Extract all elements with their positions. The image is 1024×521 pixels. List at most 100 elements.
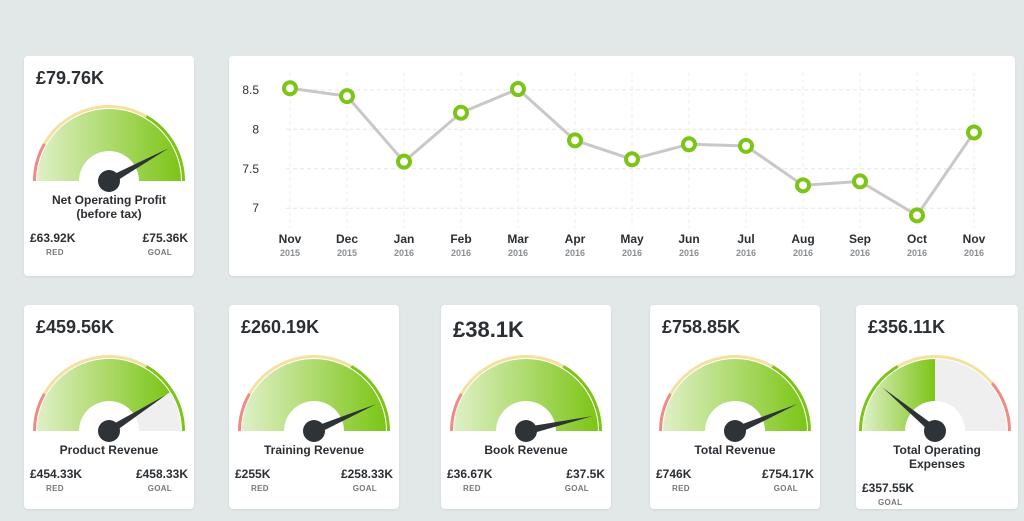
x-tick-year: 2016 bbox=[907, 248, 927, 258]
gauge-rim-green bbox=[145, 115, 185, 181]
gauge-title-line: Product Revenue bbox=[59, 443, 159, 457]
gauge-title: Training Revenue bbox=[229, 443, 399, 457]
gauge-needle bbox=[525, 416, 593, 435]
line-chart-card: 8.5 8 7.5 7 Nov 2015 Dec 2015 Jan 2016 Feb 2016 Mar 2… bbox=[229, 56, 1015, 276]
gauge-fill bbox=[863, 359, 935, 431]
x-tick-month: Dec bbox=[336, 232, 358, 246]
data-point[interactable] bbox=[567, 132, 583, 149]
red-threshold-caption: RED bbox=[46, 484, 64, 493]
gauge-rim-green bbox=[771, 365, 811, 431]
x-tick-month: Nov bbox=[279, 232, 302, 246]
gauge-hub bbox=[303, 420, 325, 442]
data-point[interactable] bbox=[624, 151, 640, 168]
gauge-hub bbox=[98, 420, 120, 442]
gauge-rim-red bbox=[990, 382, 1011, 431]
gauge-hub bbox=[98, 170, 120, 192]
x-tick-year: 2016 bbox=[736, 248, 756, 258]
goal-threshold-caption: GOAL bbox=[564, 484, 589, 493]
data-point[interactable] bbox=[339, 88, 355, 105]
x-tick-month: Sep bbox=[849, 232, 871, 246]
x-tick-year: 2016 bbox=[679, 248, 699, 258]
data-point[interactable] bbox=[510, 81, 526, 98]
x-tick-month: Aug bbox=[791, 232, 814, 246]
gauge-fill bbox=[454, 359, 598, 431]
x-tick-month: Jan bbox=[394, 232, 415, 246]
gauge-title: Total Revenue bbox=[650, 443, 820, 457]
goal-threshold-value: £258.33K bbox=[340, 467, 393, 481]
data-point[interactable] bbox=[738, 137, 754, 154]
x-tick-year: 2016 bbox=[508, 248, 528, 258]
x-tick-year: 2016 bbox=[793, 248, 813, 258]
gauge-needle bbox=[733, 403, 798, 435]
gauge-rim-red bbox=[450, 393, 463, 431]
x-tick-year: 2015 bbox=[280, 248, 300, 258]
gauge-value: £356.11K bbox=[868, 317, 946, 337]
red-threshold-value: £454.33K bbox=[30, 467, 83, 481]
x-tick-year: 2015 bbox=[337, 248, 357, 258]
data-point[interactable] bbox=[396, 153, 412, 170]
goal-threshold-caption: GOAL bbox=[878, 498, 903, 507]
data-point[interactable] bbox=[453, 104, 469, 121]
gauge-title-line: Expenses bbox=[908, 457, 966, 471]
gauge-fill bbox=[663, 359, 807, 431]
gauge-hub bbox=[515, 420, 537, 442]
gauge-dial bbox=[859, 355, 1011, 442]
gauge-rim-green bbox=[562, 365, 602, 431]
gauge-rim-red bbox=[33, 143, 46, 181]
x-tick-year: 2016 bbox=[964, 248, 984, 258]
red-threshold-caption: RED bbox=[46, 248, 64, 257]
red-threshold-caption: RED bbox=[672, 484, 690, 493]
gauge-value: £38.1K bbox=[453, 317, 524, 342]
data-point[interactable] bbox=[795, 177, 811, 194]
goal-threshold-caption: GOAL bbox=[773, 484, 798, 493]
total-revenue-card: £758.85K Total Revenue £746K RED £754.17K GOA… bbox=[650, 305, 820, 509]
data-point[interactable] bbox=[852, 173, 868, 190]
gauge-rim-red bbox=[238, 393, 251, 431]
gauge-value: £758.85K bbox=[662, 317, 741, 337]
goal-threshold-value: £37.5K bbox=[566, 467, 605, 481]
gauge-rim-green bbox=[859, 365, 899, 431]
total-operating-expenses-card: £356.11K Total Operating Expenses £357.55K G… bbox=[856, 305, 1018, 509]
gauge-needle bbox=[107, 148, 169, 185]
x-tick-year: 2016 bbox=[394, 248, 414, 258]
gauge-hub bbox=[924, 420, 946, 442]
goal-threshold-value: £754.17K bbox=[761, 467, 814, 481]
data-point[interactable] bbox=[681, 136, 697, 153]
book-revenue-card: £38.1K Book Revenue £36.67K RED £37.5K GOAL bbox=[441, 305, 611, 509]
goal-threshold-caption: GOAL bbox=[147, 248, 172, 257]
gauge-title: Total Operating Expenses bbox=[856, 443, 1018, 471]
y-tick-label: 7.5 bbox=[242, 162, 259, 176]
goal-threshold-value: £357.55K bbox=[862, 481, 915, 495]
gauge-value: £260.19K bbox=[241, 317, 320, 337]
gauge-value: £79.76K bbox=[36, 68, 105, 88]
gauge-hub bbox=[724, 420, 746, 442]
data-point[interactable] bbox=[909, 207, 925, 224]
gauge-title-line: Net Operating Profit bbox=[51, 193, 166, 207]
gauge-title-line: Book Revenue bbox=[484, 443, 568, 457]
goal-threshold-caption: GOAL bbox=[147, 484, 172, 493]
training-revenue-card: £260.19K Training Revenue £255K RED £258.33K… bbox=[229, 305, 399, 509]
gauge-rim-green bbox=[145, 365, 185, 431]
gauge-rim-green bbox=[350, 365, 390, 431]
x-tick-month: Oct bbox=[907, 232, 927, 246]
x-tick-month: Jun bbox=[678, 232, 699, 246]
x-tick-year: 2016 bbox=[451, 248, 471, 258]
goal-threshold-value: £75.36K bbox=[142, 231, 188, 245]
red-threshold-value: £63.92K bbox=[30, 231, 76, 245]
data-point[interactable] bbox=[966, 124, 982, 141]
gauge-title-line: Total Revenue bbox=[694, 443, 776, 457]
gauge-title: Book Revenue bbox=[441, 443, 611, 457]
gauge-title: Product Revenue bbox=[24, 443, 194, 457]
gauge-dial bbox=[33, 355, 185, 442]
gauge-title: Net Operating Profit (before tax) bbox=[24, 193, 194, 221]
red-threshold-value: £36.67K bbox=[447, 467, 493, 481]
y-tick-label: 8 bbox=[252, 122, 259, 136]
gauge-title-line: Total Operating bbox=[893, 443, 981, 457]
gauge-fill bbox=[242, 359, 386, 431]
x-tick-month: Apr bbox=[565, 232, 586, 246]
x-tick-year: 2016 bbox=[622, 248, 642, 258]
gauge-value: £459.56K bbox=[36, 317, 115, 337]
gauge-dial bbox=[33, 104, 185, 192]
data-point[interactable] bbox=[282, 80, 298, 97]
x-tick-month: Mar bbox=[507, 232, 529, 246]
